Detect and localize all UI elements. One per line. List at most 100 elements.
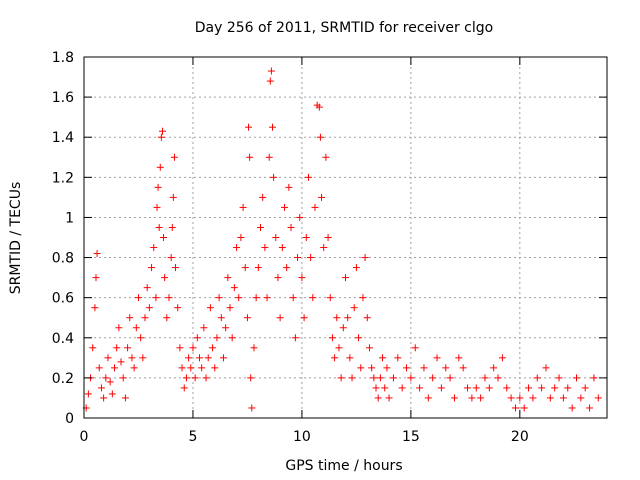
data-point: [403, 364, 411, 372]
y-tick-label: 0.2: [52, 371, 74, 387]
data-point: [172, 264, 180, 272]
data-point: [564, 384, 572, 392]
data-point: [450, 394, 458, 402]
data-point: [137, 334, 145, 342]
data-point: [248, 404, 256, 412]
data-point: [222, 324, 230, 332]
data-point: [257, 223, 265, 231]
data-point: [191, 374, 199, 382]
y-tick-label: 1.2: [52, 170, 74, 186]
data-point: [237, 234, 245, 241]
chart-title: Day 256 of 2011, SRMTID for receiver clg…: [195, 20, 493, 36]
data-point: [283, 264, 291, 272]
x-tick-label: 15: [402, 429, 420, 445]
data-point: [185, 354, 193, 362]
data-point: [178, 364, 186, 372]
data-point: [498, 354, 506, 362]
data-point: [198, 364, 206, 372]
data-point: [442, 364, 450, 372]
data-point: [115, 324, 123, 332]
data-point: [250, 344, 258, 352]
data-point: [245, 123, 253, 131]
axis-ticks: 0 0.2 0.4 0.6 0.8 1 1.2 1.4 1.6 1.8 0 5 10 15 20: [52, 50, 607, 445]
data-point: [215, 294, 223, 302]
data-point: [481, 374, 489, 382]
x-tick-label: 0: [80, 429, 89, 445]
data-point: [335, 344, 343, 352]
data-point: [594, 394, 602, 402]
data-point: [361, 254, 369, 262]
data-point: [89, 344, 97, 352]
data-point: [365, 344, 373, 352]
data-point: [226, 304, 234, 312]
data-point: [209, 344, 217, 352]
data-point: [311, 203, 319, 211]
data-point: [161, 274, 169, 282]
data-point: [180, 384, 188, 392]
data-point: [363, 314, 371, 322]
data-point: [324, 234, 332, 241]
data-point: [100, 394, 108, 402]
data-point: [130, 364, 138, 372]
data-point: [572, 374, 580, 382]
data-point: [300, 314, 308, 322]
data-point: [348, 374, 356, 382]
data-point: [167, 254, 175, 262]
data-point: [268, 123, 276, 131]
data-point: [170, 153, 178, 161]
data-point: [326, 294, 334, 302]
data-point: [169, 193, 177, 201]
data-point: [150, 244, 158, 252]
plot-border: [83, 56, 608, 419]
data-point: [298, 274, 306, 282]
data-point: [546, 394, 554, 402]
data-point: [285, 183, 293, 191]
data-point: [359, 294, 367, 302]
data-point: [472, 384, 480, 392]
data-point: [344, 314, 352, 322]
data-point: [156, 163, 164, 171]
y-axis-label: SRMTID / TECUs: [8, 182, 24, 295]
data-point: [315, 103, 323, 111]
data-point: [230, 284, 238, 292]
data-point: [309, 294, 317, 302]
y-tick-label: 1: [65, 210, 74, 226]
data-point: [206, 304, 214, 312]
data-point: [157, 133, 165, 141]
data-point: [568, 404, 576, 412]
data-point: [117, 358, 125, 366]
data-point: [468, 394, 476, 402]
data-point: [139, 354, 147, 362]
data-point: [202, 374, 210, 382]
data-point: [243, 314, 251, 322]
data-point: [182, 374, 190, 382]
data-point: [559, 394, 567, 402]
data-point: [204, 354, 212, 362]
data-point: [93, 250, 101, 258]
data-point: [280, 203, 288, 211]
data-point: [104, 354, 112, 362]
data-point: [84, 390, 92, 398]
data-point: [195, 354, 203, 362]
data-point: [429, 374, 437, 382]
data-point: [503, 384, 511, 392]
data-point: [525, 384, 533, 392]
data-point: [294, 254, 302, 262]
y-tick-label: 0: [65, 411, 74, 427]
data-point: [533, 374, 541, 382]
data-point: [217, 314, 225, 322]
data-point: [154, 183, 162, 191]
data-point: [224, 274, 232, 282]
y-tick-label: 0.6: [52, 291, 74, 307]
data-point: [106, 378, 114, 386]
data-point: [355, 334, 363, 342]
data-point: [337, 374, 345, 382]
data-point: [389, 374, 397, 382]
data-point: [134, 294, 142, 302]
data-point: [322, 153, 330, 161]
data-point: [272, 234, 280, 241]
data-point: [416, 384, 424, 392]
data-point: [276, 314, 284, 322]
data-point: [158, 127, 166, 135]
data-point: [370, 374, 378, 382]
